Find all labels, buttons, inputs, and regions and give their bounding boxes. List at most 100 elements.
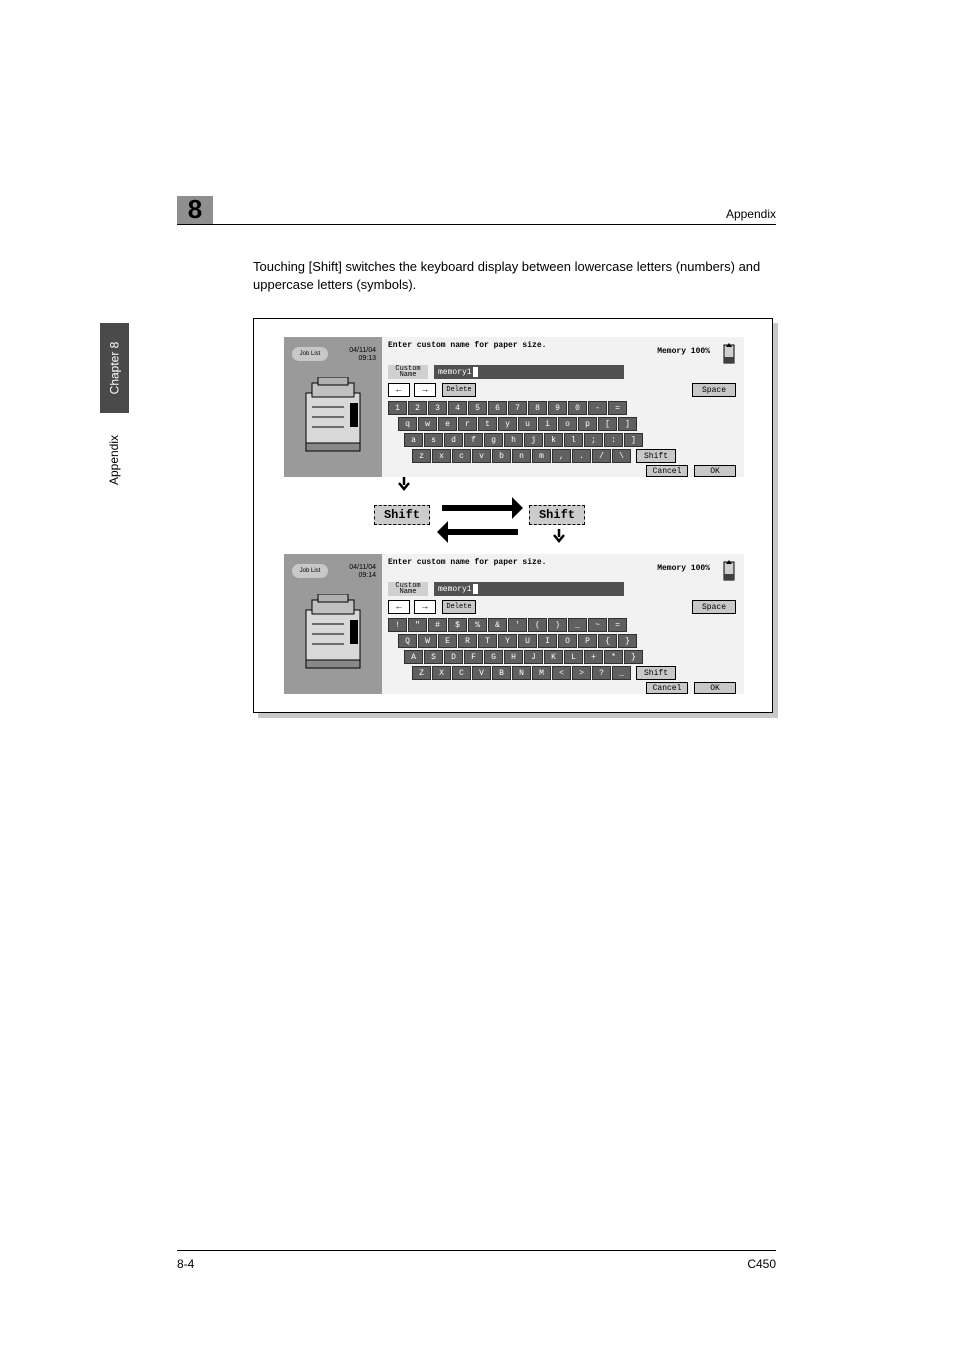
keyboard-key[interactable]: ; bbox=[584, 433, 603, 447]
keyboard-key[interactable]: : bbox=[604, 433, 623, 447]
keyboard-key[interactable]: q bbox=[398, 417, 417, 431]
keyboard-key[interactable]: \ bbox=[612, 449, 631, 463]
keyboard-key[interactable]: b bbox=[492, 449, 511, 463]
keyboard-key[interactable]: f bbox=[464, 433, 483, 447]
keyboard-key[interactable]: ~ bbox=[588, 618, 607, 632]
keyboard-key[interactable]: 7 bbox=[508, 401, 527, 415]
keyboard-key[interactable]: i bbox=[538, 417, 557, 431]
keyboard-key[interactable]: ? bbox=[592, 666, 611, 680]
keyboard-key[interactable]: P bbox=[578, 634, 597, 648]
keyboard-key[interactable]: ( bbox=[528, 618, 547, 632]
keyboard-key[interactable]: F bbox=[464, 650, 483, 664]
name-input[interactable]: memory1 bbox=[434, 365, 624, 379]
keyboard-key[interactable]: H bbox=[504, 650, 523, 664]
keyboard-key[interactable]: " bbox=[408, 618, 427, 632]
keyboard-key[interactable]: , bbox=[552, 449, 571, 463]
keyboard-key[interactable]: ! bbox=[388, 618, 407, 632]
keyboard-key[interactable]: N bbox=[512, 666, 531, 680]
keyboard-key[interactable]: R bbox=[458, 634, 477, 648]
keyboard-key[interactable]: % bbox=[468, 618, 487, 632]
keyboard-key[interactable]: 1 bbox=[388, 401, 407, 415]
shift-button-left[interactable]: Shift bbox=[374, 505, 430, 525]
keyboard-key[interactable]: ) bbox=[548, 618, 567, 632]
keyboard-key[interactable]: y bbox=[498, 417, 517, 431]
keyboard-key[interactable]: e bbox=[438, 417, 457, 431]
arrow-left-button[interactable]: ← bbox=[388, 383, 410, 397]
keyboard-key[interactable]: z bbox=[412, 449, 431, 463]
space-button[interactable]: Space bbox=[692, 600, 736, 614]
keyboard-key[interactable]: Q bbox=[398, 634, 417, 648]
cancel-button[interactable]: Cancel bbox=[646, 682, 688, 694]
keyboard-key[interactable]: j bbox=[524, 433, 543, 447]
keyboard-key[interactable]: a bbox=[404, 433, 423, 447]
keyboard-key[interactable]: 5 bbox=[468, 401, 487, 415]
keyboard-key[interactable]: & bbox=[488, 618, 507, 632]
keyboard-key[interactable]: A bbox=[404, 650, 423, 664]
keyboard-key[interactable]: O bbox=[558, 634, 577, 648]
keyboard-key[interactable]: K bbox=[544, 650, 563, 664]
keyboard-key[interactable]: 0 bbox=[568, 401, 587, 415]
keyboard-key[interactable]: * bbox=[604, 650, 623, 664]
keyboard-key[interactable]: _ bbox=[612, 666, 631, 680]
shift-key[interactable]: Shift bbox=[636, 449, 676, 463]
keyboard-key[interactable]: # bbox=[428, 618, 447, 632]
keyboard-key[interactable]: v bbox=[472, 449, 491, 463]
arrow-right-button[interactable]: → bbox=[414, 383, 436, 397]
keyboard-key[interactable]: / bbox=[592, 449, 611, 463]
keyboard-key[interactable]: x bbox=[432, 449, 451, 463]
keyboard-key[interactable]: c bbox=[452, 449, 471, 463]
keyboard-key[interactable]: B bbox=[492, 666, 511, 680]
keyboard-key[interactable]: W bbox=[418, 634, 437, 648]
keyboard-key[interactable]: 9 bbox=[548, 401, 567, 415]
keyboard-key[interactable]: ' bbox=[508, 618, 527, 632]
keyboard-key[interactable]: Y bbox=[498, 634, 517, 648]
keyboard-key[interactable]: s bbox=[424, 433, 443, 447]
ok-button[interactable]: OK bbox=[694, 682, 736, 694]
keyboard-key[interactable]: V bbox=[472, 666, 491, 680]
arrow-right-button[interactable]: → bbox=[414, 600, 436, 614]
keyboard-key[interactable]: M bbox=[532, 666, 551, 680]
keyboard-key[interactable]: I bbox=[538, 634, 557, 648]
keyboard-key[interactable]: } bbox=[618, 634, 637, 648]
keyboard-key[interactable]: S bbox=[424, 650, 443, 664]
keyboard-key[interactable]: L bbox=[564, 650, 583, 664]
keyboard-key[interactable]: w bbox=[418, 417, 437, 431]
shift-button-right[interactable]: Shift bbox=[529, 505, 585, 525]
keyboard-key[interactable]: = bbox=[608, 618, 627, 632]
shift-key[interactable]: Shift bbox=[636, 666, 676, 680]
keyboard-key[interactable]: D bbox=[444, 650, 463, 664]
job-list-button[interactable]: Job List bbox=[292, 347, 328, 361]
keyboard-key[interactable]: m bbox=[532, 449, 551, 463]
arrow-left-button[interactable]: ← bbox=[388, 600, 410, 614]
keyboard-key[interactable]: o bbox=[558, 417, 577, 431]
keyboard-key[interactable]: _ bbox=[568, 618, 587, 632]
keyboard-key[interactable]: ] bbox=[618, 417, 637, 431]
keyboard-key[interactable]: X bbox=[432, 666, 451, 680]
job-list-button[interactable]: Job List bbox=[292, 564, 328, 578]
keyboard-key[interactable]: l bbox=[564, 433, 583, 447]
keyboard-key[interactable]: } bbox=[624, 650, 643, 664]
keyboard-key[interactable]: d bbox=[444, 433, 463, 447]
keyboard-key[interactable]: t bbox=[478, 417, 497, 431]
keyboard-key[interactable]: g bbox=[484, 433, 503, 447]
keyboard-key[interactable]: p bbox=[578, 417, 597, 431]
keyboard-key[interactable]: < bbox=[552, 666, 571, 680]
keyboard-key[interactable]: r bbox=[458, 417, 477, 431]
keyboard-key[interactable]: Z bbox=[412, 666, 431, 680]
keyboard-key[interactable]: U bbox=[518, 634, 537, 648]
keyboard-key[interactable]: u bbox=[518, 417, 537, 431]
keyboard-key[interactable]: C bbox=[452, 666, 471, 680]
keyboard-key[interactable]: k bbox=[544, 433, 563, 447]
keyboard-key[interactable]: - bbox=[588, 401, 607, 415]
delete-button[interactable]: Delete bbox=[442, 383, 476, 397]
keyboard-key[interactable]: + bbox=[584, 650, 603, 664]
keyboard-key[interactable]: { bbox=[598, 634, 617, 648]
keyboard-key[interactable]: ] bbox=[624, 433, 643, 447]
ok-button[interactable]: OK bbox=[694, 465, 736, 477]
keyboard-key[interactable]: . bbox=[572, 449, 591, 463]
keyboard-key[interactable]: J bbox=[524, 650, 543, 664]
keyboard-key[interactable]: h bbox=[504, 433, 523, 447]
cancel-button[interactable]: Cancel bbox=[646, 465, 688, 477]
keyboard-key[interactable]: E bbox=[438, 634, 457, 648]
keyboard-key[interactable]: $ bbox=[448, 618, 467, 632]
